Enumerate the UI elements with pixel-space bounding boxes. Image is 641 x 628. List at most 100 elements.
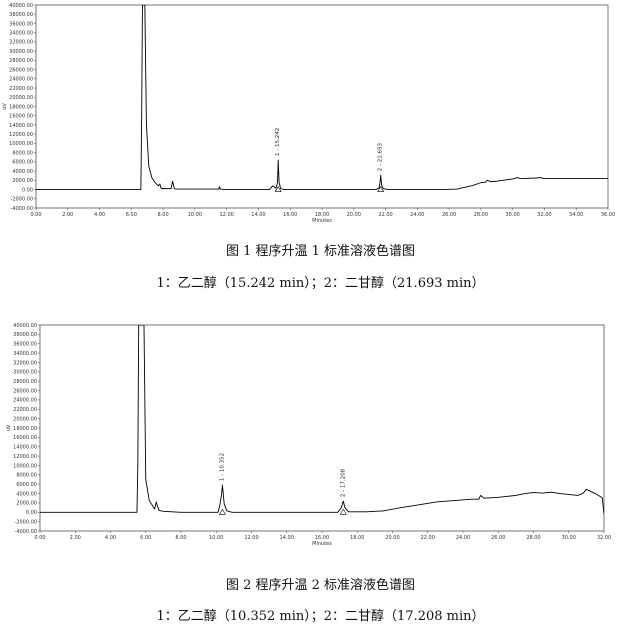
- x-tick-label: 30.00: [506, 212, 520, 218]
- y-tick-label: 12000.00: [9, 132, 33, 138]
- x-tick-label: 10.00: [209, 535, 223, 541]
- y-tick-label: -2000.00: [15, 519, 37, 525]
- y-tick-label: 40000.00: [9, 3, 33, 9]
- y-tick-label: 14000.00: [9, 123, 33, 129]
- chromatogram-trace: [36, 5, 608, 191]
- y-tick-label: 12000.00: [13, 454, 37, 460]
- x-tick-label: 4.00: [105, 535, 116, 541]
- peak-label: 2 - 21.693: [378, 143, 384, 172]
- y-tick-label: 26000.00: [13, 388, 37, 394]
- x-tick-label: 26.00: [442, 212, 456, 218]
- y-tick-label: 24000.00: [9, 77, 33, 83]
- x-tick-label: 8.00: [158, 212, 169, 218]
- y-tick-label: 14000.00: [13, 445, 37, 451]
- y-axis-label: uV: [2, 103, 8, 110]
- y-tick-label: -2000.00: [11, 197, 33, 203]
- chromatogram-chart-2: -4000.00 -2000.00 0.00 2000.00 4000.00 6000.0…: [6, 323, 611, 547]
- y-tick-label: 6000.00: [12, 160, 33, 166]
- y-tick-label: 38000.00: [9, 12, 33, 18]
- x-tick-label: 8.00: [175, 535, 186, 541]
- x-tick-label: 10.00: [188, 212, 202, 218]
- x-tick-label: 20.00: [347, 212, 361, 218]
- x-tick-label: 26.00: [491, 535, 505, 541]
- y-tick-label: 32000.00: [13, 360, 37, 366]
- chart-1-peak-legend: 1：乙二醇（15.242 min）；2：二甘醇（21.693 min）: [156, 276, 485, 291]
- y-tick-label: 2000.00: [16, 501, 37, 507]
- y-tick-label: 22000.00: [9, 86, 33, 92]
- y-tick-label: 34000.00: [9, 30, 33, 36]
- y-tick-label: 30000.00: [9, 49, 33, 55]
- x-tick-label: 12.00: [220, 212, 234, 218]
- chromatogram-chart-1: -4000.00 -2000.00 0.00 2000.00 4000.00 6000.0…: [2, 3, 615, 224]
- x-tick-label: 20.00: [385, 535, 399, 541]
- y-tick-label: 32000.00: [9, 40, 33, 46]
- chart-1-title: 图 1 程序升温 1 标准溶液色谱图: [225, 244, 416, 259]
- y-tick-label: 20000.00: [9, 95, 33, 101]
- peak-integration-marker: [218, 508, 226, 515]
- y-tick-label: 2000.00: [12, 178, 33, 184]
- y-tick-label: 40000.00: [13, 323, 37, 329]
- y-tick-label: 26000.00: [9, 67, 33, 73]
- x-tick-label: 0.00: [34, 535, 45, 541]
- chart-2-peak-legend: 1：乙二醇（10.352 min）；2：二甘醇（17.208 min）: [156, 609, 485, 624]
- peak-integration-marker: [377, 185, 385, 192]
- y-tick-label: 20000.00: [13, 416, 37, 422]
- peak-label: 1 - 15.242: [275, 128, 281, 156]
- y-tick-label: 16000.00: [13, 435, 37, 441]
- x-tick-label: 32.00: [537, 212, 551, 218]
- x-tick-label: 4.00: [94, 212, 105, 218]
- x-tick-label: 14.00: [251, 212, 265, 218]
- x-tick-label: 22.00: [421, 535, 435, 541]
- x-tick-label: 2.00: [70, 535, 81, 541]
- y-tick-label: 8000.00: [12, 150, 33, 156]
- x-axis-label: Minutes: [312, 218, 332, 224]
- x-tick-label: 18.00: [315, 212, 329, 218]
- y-tick-label: 30000.00: [13, 370, 37, 376]
- y-tick-label: 28000.00: [9, 58, 33, 64]
- y-tick-label: -4000.00: [11, 206, 33, 212]
- x-tick-label: 28.00: [526, 535, 540, 541]
- plot-frame: [39, 324, 605, 532]
- y-tick-label: 38000.00: [13, 332, 37, 338]
- x-tick-label: 24.00: [410, 212, 424, 218]
- peak-label: 2 - 17.208: [340, 468, 346, 497]
- x-tick-label: 12.00: [244, 535, 258, 541]
- x-tick-label: 32.00: [597, 535, 611, 541]
- x-tick-label: 14.00: [280, 535, 294, 541]
- peak-integration-marker: [339, 508, 347, 515]
- y-tick-label: 34000.00: [13, 351, 37, 357]
- y-tick-label: 0.00: [22, 187, 33, 193]
- peak-label: 1 - 10.352: [219, 453, 225, 481]
- chromatogram-trace: [40, 325, 604, 515]
- x-tick-label: 36.00: [601, 212, 615, 218]
- x-tick-label: 34.00: [569, 212, 583, 218]
- x-axis-label: Minutes: [312, 541, 332, 547]
- x-tick-label: 6.00: [126, 212, 137, 218]
- x-tick-label: 16.00: [315, 535, 329, 541]
- x-tick-label: 18.00: [350, 535, 364, 541]
- chart-2-title: 图 2 程序升温 2 标准溶液色谱图: [225, 578, 416, 593]
- y-tick-label: 8000.00: [16, 473, 37, 479]
- y-tick-label: 4000.00: [16, 491, 37, 497]
- plot-frame: [35, 4, 609, 209]
- y-tick-label: 4000.00: [12, 169, 33, 175]
- x-tick-label: 16.00: [283, 212, 297, 218]
- y-tick-label: 24000.00: [13, 398, 37, 404]
- y-tick-label: 16000.00: [9, 114, 33, 120]
- x-tick-label: 22.00: [378, 212, 392, 218]
- y-tick-label: 36000.00: [13, 342, 37, 348]
- y-tick-label: 18000.00: [9, 104, 33, 110]
- x-tick-label: 30.00: [562, 535, 576, 541]
- peak-integration-marker: [274, 185, 282, 192]
- y-axis-label: uV: [6, 424, 12, 431]
- y-tick-label: 10000.00: [13, 463, 37, 469]
- y-tick-label: 10000.00: [9, 141, 33, 147]
- x-tick-label: 28.00: [474, 212, 488, 218]
- y-tick-label: 28000.00: [13, 379, 37, 385]
- x-tick-label: 2.00: [62, 212, 73, 218]
- y-tick-label: 22000.00: [13, 407, 37, 413]
- x-tick-label: 0.00: [30, 212, 41, 218]
- x-tick-label: 24.00: [456, 535, 470, 541]
- y-tick-label: 0.00: [26, 510, 37, 516]
- y-tick-label: 18000.00: [13, 426, 37, 432]
